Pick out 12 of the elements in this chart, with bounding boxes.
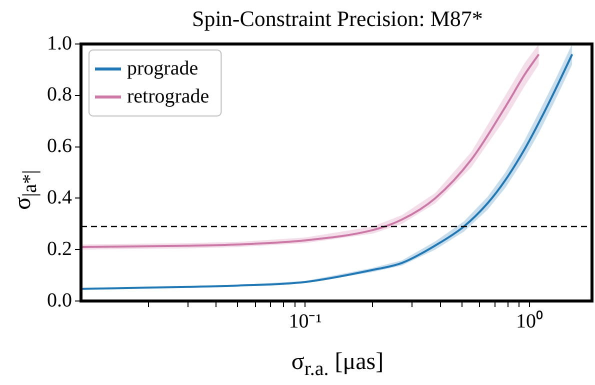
y-tick-label: 0.4 xyxy=(47,186,72,208)
y-tick-label: 1.0 xyxy=(47,32,72,54)
legend-label: retrograde xyxy=(127,85,210,108)
y-tick-label: 0.2 xyxy=(47,238,72,260)
y-tick-label: 0.6 xyxy=(47,135,72,158)
x-tick-label: 10⁰ xyxy=(516,309,543,332)
y-tick-label: 0.8 xyxy=(47,84,72,106)
y-tick-label: 0.0 xyxy=(47,289,72,312)
x-axis-title: σ$_{r.a.}$ [μas] xyxy=(290,349,385,381)
chart-title: Spin-Constraint Precision: M87* xyxy=(191,6,484,32)
legend-label: prograde xyxy=(127,57,198,80)
x-tick-label: 10⁻¹ xyxy=(288,310,322,332)
